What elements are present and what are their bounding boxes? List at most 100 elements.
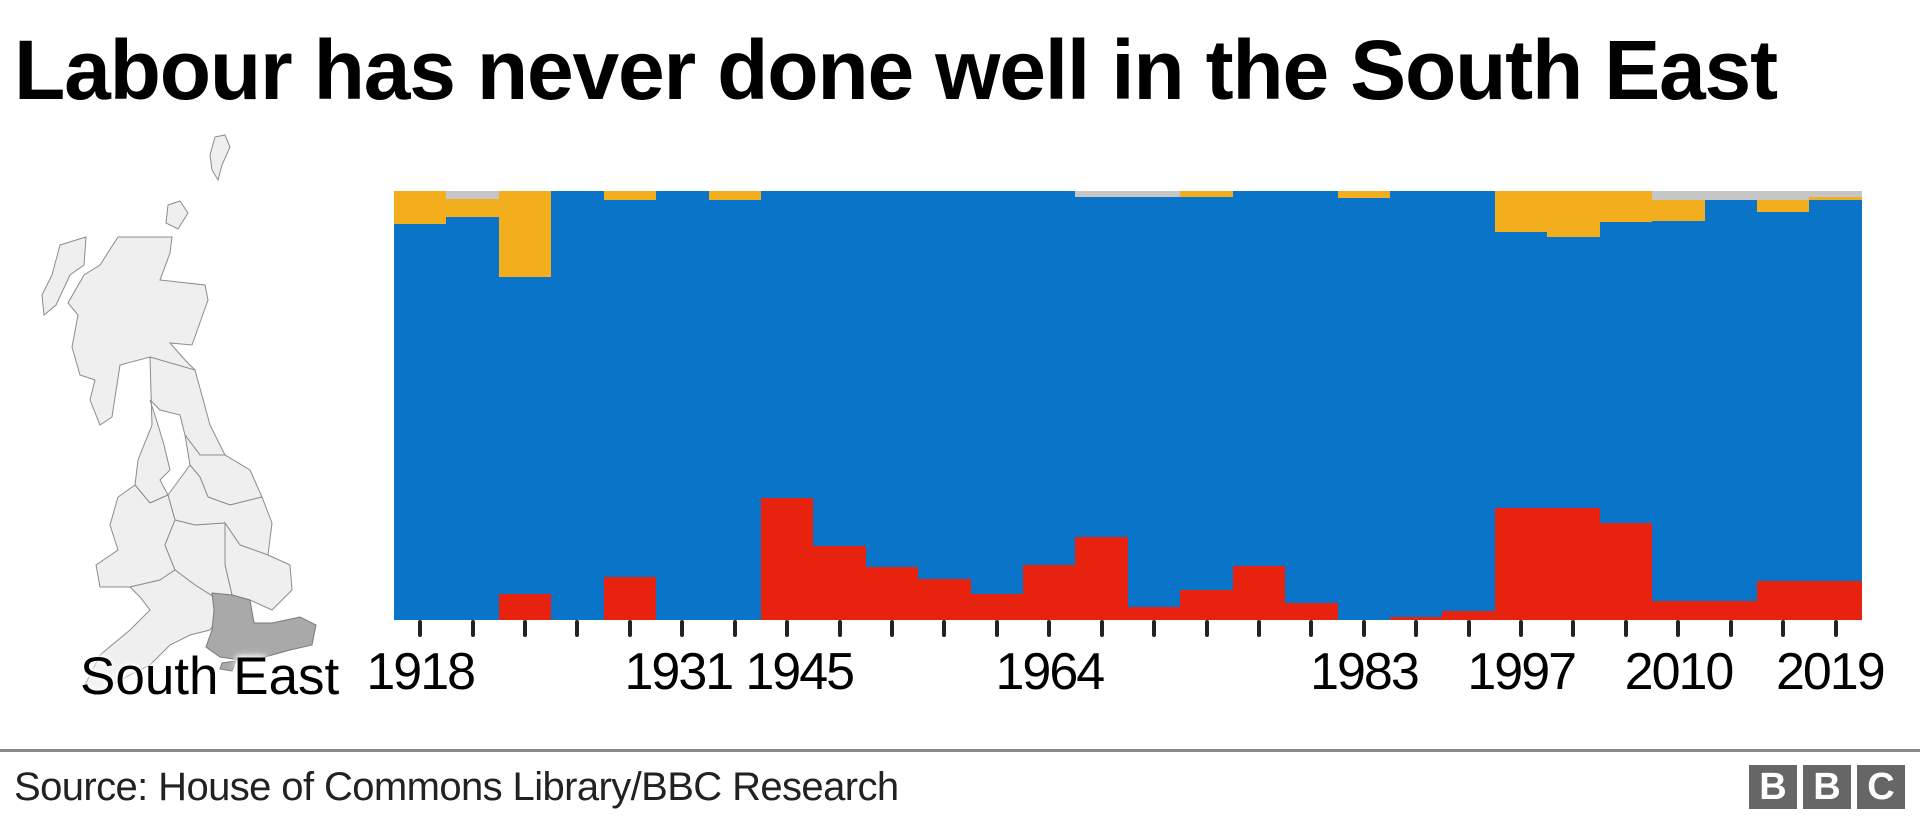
bbc-logo: B B C [1749,765,1905,809]
tick-mark [1466,620,1471,637]
tick-slot [918,620,970,640]
tick-mark [1047,620,1052,637]
labour-seat-share [1756,580,1810,620]
labour-seat-share [1704,601,1757,620]
conservative-seat-share [1127,197,1181,608]
tick-slot [866,620,918,640]
bar-1918 [394,191,447,620]
bbc-logo-letter: B [1803,765,1851,809]
labour-seat-share [1232,565,1286,620]
x-tick-label: 1931 [624,643,735,701]
labour-seat-share [603,577,657,620]
tick-mark [1361,620,1366,637]
conservative-seat-share [1809,200,1862,581]
tick-slot [1600,620,1652,640]
bar-1935 [708,191,761,620]
conservative-seat-share [498,276,552,594]
tick-slot [1547,620,1599,640]
conservative-seat-share [1075,197,1128,538]
tick-mark [523,620,528,637]
conservative-seat-share [1652,221,1705,602]
bar-1955 [918,191,971,620]
liberal-seat-share [446,199,499,218]
footer-divider [0,749,1920,752]
tick-slot [1180,620,1232,640]
tick-mark [627,620,632,637]
tick-mark [575,620,580,637]
other-seat-share [446,191,499,200]
tick-slot [761,620,813,640]
bar-1922 [446,191,499,620]
labour-seat-share [1599,523,1653,620]
tick-mark [890,620,894,637]
labour-seat-share [1652,601,1705,620]
other-seat-share [1704,191,1757,200]
tick-mark [1256,620,1261,637]
tick-mark [418,620,423,637]
liberal-seat-share [708,191,761,200]
bar-2019 [1809,191,1862,620]
bar-1992 [1442,191,1495,620]
tick-slot [1338,620,1390,640]
tick-slot [1705,620,1757,640]
tick-slot [971,620,1023,640]
tick-slot [1652,620,1704,640]
tick-mark [1623,620,1628,637]
conservative-seat-share [656,191,709,620]
conservative-seat-share [551,191,604,620]
conservative-seat-share [1756,212,1810,581]
tick-slot [1390,620,1442,640]
conservative-seat-share [1337,197,1391,620]
conservative-seat-share [1494,232,1548,509]
tick-mark [994,620,999,637]
tick-slot [656,620,708,640]
tick-slot [1128,620,1180,640]
labour-seat-share [1442,610,1495,620]
labour-seat-share [970,593,1024,620]
liberal-seat-share [498,191,552,277]
tick-mark [1676,620,1681,637]
tick-slot [394,620,446,640]
conservative-seat-share [970,191,1024,594]
x-tick-label: 1964 [995,643,1106,701]
bar-2001 [1547,191,1600,620]
tick-mark [1309,620,1314,637]
stacked-bar-plot [394,191,1862,620]
uk-locator-map: South East [0,125,360,706]
tick-mark [1571,620,1576,637]
bar-1950 [813,191,866,620]
tick-mark [837,620,842,637]
tick-slot [1495,620,1547,640]
conservative-seat-share [1285,191,1338,603]
tick-mark [1781,620,1786,637]
tick-mark [942,620,947,637]
labour-seat-share [1127,607,1181,620]
conservative-seat-share [446,217,499,620]
tick-mark [785,620,790,637]
other-seat-share [1809,191,1862,197]
labour-seat-share [1390,616,1443,620]
liberal-seat-share [1547,191,1600,237]
conservative-seat-share [1599,221,1653,524]
tick-slot [1023,620,1075,640]
conservative-seat-share [1704,200,1757,602]
liberal-seat-share [1337,191,1391,198]
bar-1979 [1285,191,1338,620]
tick-mark [470,620,475,637]
labour-seat-share [813,546,866,620]
labour-seat-share [1075,537,1128,620]
other-seat-share [1756,191,1810,200]
source-note: Source: House of Commons Library/BBC Res… [14,765,899,809]
liberal-seat-share [394,191,447,225]
bar-1924 [551,191,604,620]
labour-seat-share [1285,602,1338,620]
conservative-seat-share [394,224,447,620]
x-tick-label: 1983 [1310,643,1420,701]
bar-1951 [865,191,919,620]
x-tick-label: 2010 [1624,643,1735,701]
tick-slot [604,620,656,640]
conservative-seat-share [603,200,657,578]
tick-slot [1285,620,1337,640]
chart-title: Labour has never done well in the South … [14,23,1778,117]
other-seat-share [1127,191,1181,197]
